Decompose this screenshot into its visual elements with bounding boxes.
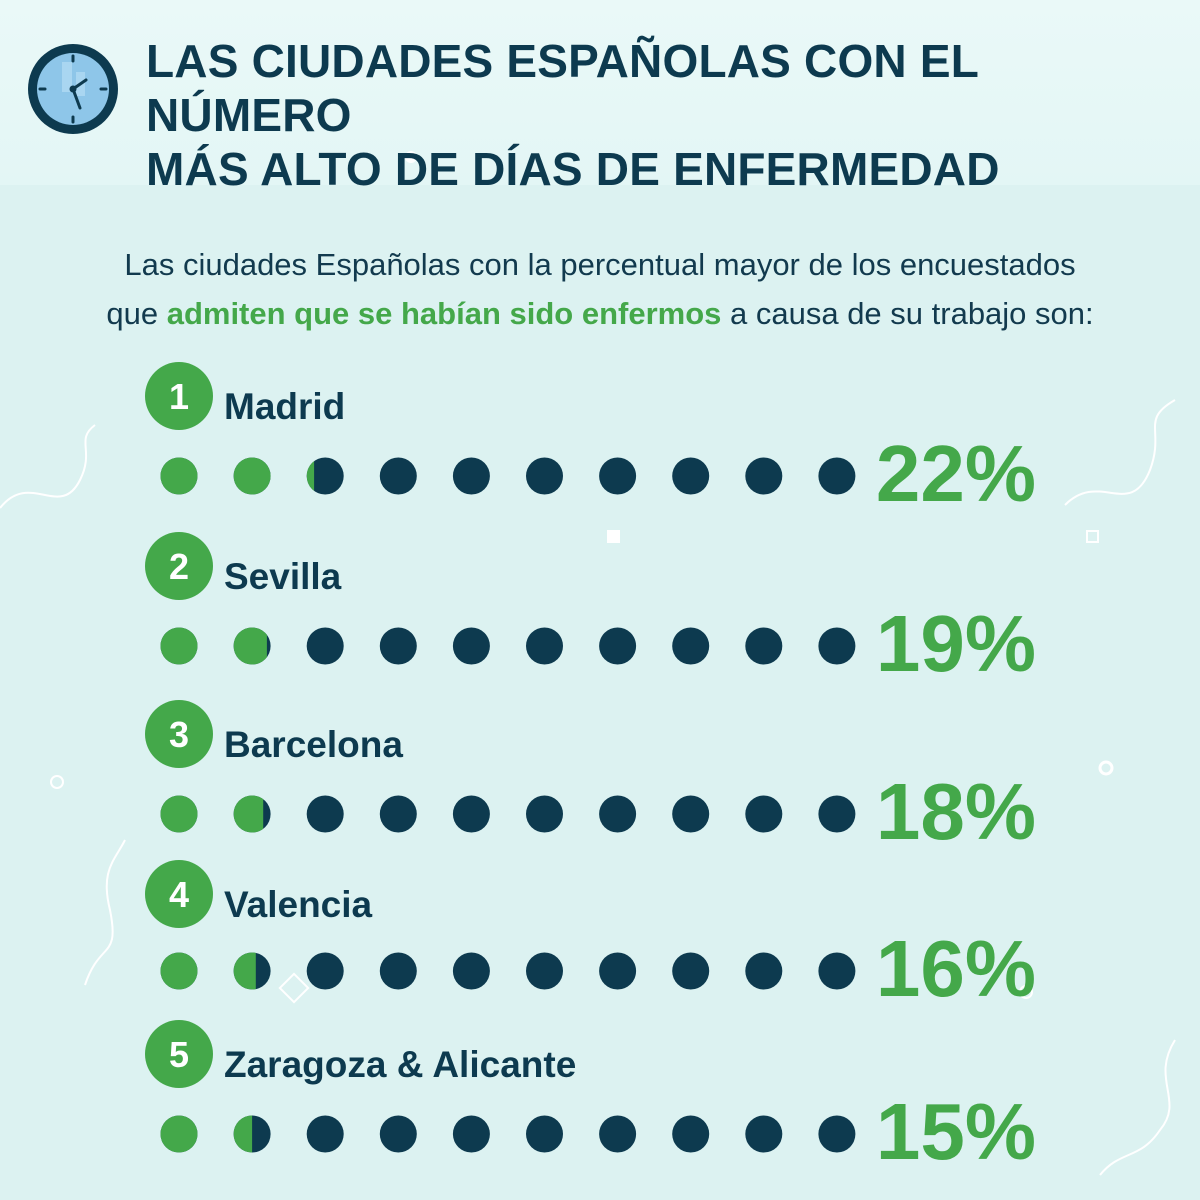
value-label: 16% (876, 924, 1036, 1013)
header-band (0, 0, 1200, 185)
city-row: 4 Valencia 16% (145, 860, 1036, 1013)
dot-empty (818, 627, 856, 665)
city-row: 3 Barcelona 18% (145, 700, 1036, 856)
dot-empty (599, 627, 637, 665)
title-line-1: LAS CIUDADES ESPAÑOLAS CON EL NÚMERO (146, 35, 979, 141)
dot-empty (452, 795, 490, 833)
rank-number: 1 (169, 376, 189, 417)
city-row: 2 Sevilla 19% (145, 532, 1036, 688)
page-title: LAS CIUDADES ESPAÑOLAS CON EL NÚMERO MÁS… (146, 34, 1186, 196)
dot-empty (818, 1115, 856, 1153)
rank-badge (145, 532, 213, 600)
city-row: 1 Madrid 22% (145, 362, 1036, 518)
dot-empty (672, 457, 710, 495)
rank-number: 5 (169, 1034, 189, 1075)
dot-empty (599, 795, 637, 833)
dot-empty (599, 457, 637, 495)
dot-filled (160, 952, 198, 990)
clock-icon (28, 44, 118, 134)
dot-empty (306, 795, 344, 833)
title-line-2: MÁS ALTO DE DÍAS DE ENFERMEDAD (146, 143, 1000, 195)
dot-empty (745, 627, 783, 665)
dot-filled (233, 795, 264, 833)
dot-empty (672, 952, 710, 990)
dot-empty (306, 1115, 344, 1153)
dot-empty (672, 1115, 710, 1153)
dot-filled (160, 1115, 198, 1153)
intro-line-2-before: que (106, 296, 167, 331)
dot-empty (599, 1115, 637, 1153)
dot-filled (306, 461, 315, 491)
dot-empty (452, 627, 490, 665)
city-label: Madrid (224, 386, 345, 427)
dot-empty (526, 1115, 563, 1153)
value-label: 19% (876, 599, 1036, 688)
dot-empty (745, 795, 783, 833)
rank-number: 3 (169, 714, 189, 755)
dot-empty (672, 627, 710, 665)
dot-empty (452, 457, 490, 495)
value-label: 22% (876, 429, 1036, 518)
dot-empty (452, 952, 490, 990)
city-label: Barcelona (224, 724, 403, 765)
dot-empty (452, 1115, 490, 1153)
dot-filled (233, 1115, 253, 1153)
value-label: 15% (876, 1087, 1036, 1176)
intro-highlight: admiten que se habían sido enfermos (166, 296, 722, 331)
dot-empty (745, 1115, 783, 1153)
dot-empty (306, 627, 344, 665)
dot-empty (745, 952, 783, 990)
city-label: Sevilla (224, 556, 342, 597)
dot-empty (306, 457, 344, 495)
dot-filled (233, 457, 271, 495)
dot-empty (818, 952, 856, 990)
dot-empty (599, 952, 637, 990)
city-row: 5 Zaragoza & Alicante 15% (145, 1020, 1036, 1176)
intro-line-2-after: a causa de su trabajo son: (721, 296, 1094, 331)
city-label: Zaragoza & Alicante (224, 1044, 576, 1085)
dot-empty (745, 457, 783, 495)
rank-badge (145, 1020, 213, 1088)
dot-empty (818, 457, 856, 495)
city-label: Valencia (224, 884, 373, 925)
dot-empty (526, 952, 563, 990)
intro-line-1: Las ciudades Españolas con la percentual… (124, 247, 1076, 282)
dot-empty (379, 795, 417, 833)
dot-filled (160, 795, 198, 833)
dot-empty (526, 795, 563, 833)
dot-empty (379, 1115, 417, 1153)
dot-empty (306, 952, 344, 990)
dot-filled (160, 457, 198, 495)
dot-empty (526, 457, 563, 495)
dot-empty (672, 795, 710, 833)
rank-number: 2 (169, 546, 189, 587)
dot-filled (160, 627, 198, 665)
dot-empty (379, 627, 417, 665)
value-label: 18% (876, 767, 1036, 856)
rank-badge (145, 860, 213, 928)
dot-filled (233, 627, 267, 665)
rank-badge (145, 362, 213, 430)
dot-empty (818, 795, 856, 833)
dot-filled (233, 952, 256, 990)
intro-text: Las ciudades Españolas con la percentual… (0, 240, 1200, 338)
intro-line-2: que admiten que se habían sido enfermos … (0, 289, 1200, 338)
dot-empty (379, 457, 417, 495)
rank-badge (145, 700, 213, 768)
rank-number: 4 (169, 874, 189, 915)
dot-empty (379, 952, 417, 990)
dot-empty (526, 627, 563, 665)
